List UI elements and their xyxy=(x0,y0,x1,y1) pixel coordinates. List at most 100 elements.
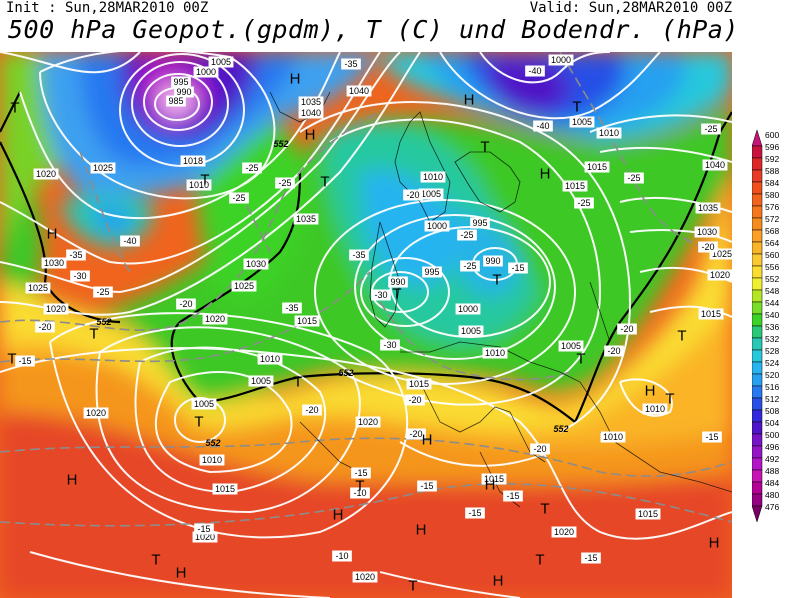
high-pressure-marker: H xyxy=(176,564,187,581)
low-pressure-marker: T xyxy=(89,325,98,342)
pressure-label: 1000 xyxy=(193,66,219,78)
svg-text:536: 536 xyxy=(765,322,779,332)
temperature-label: -25 xyxy=(574,197,594,209)
svg-text:T: T xyxy=(677,327,686,344)
pressure-label: 1035 xyxy=(695,202,721,214)
pressure-label: 995 xyxy=(470,217,490,229)
svg-text:-40: -40 xyxy=(536,121,549,131)
pressure-label: 1000 xyxy=(424,220,450,232)
pressure-label: 1015 xyxy=(212,483,238,495)
svg-text:H: H xyxy=(709,534,720,551)
svg-text:H: H xyxy=(67,471,78,488)
temperature-label: -35 xyxy=(341,58,361,70)
svg-text:-15: -15 xyxy=(511,263,524,273)
pressure-label: 1010 xyxy=(420,171,446,183)
temperature-label: -15 xyxy=(15,355,35,367)
svg-text:T: T xyxy=(540,500,549,517)
svg-text:480: 480 xyxy=(765,490,779,500)
svg-text:T: T xyxy=(576,350,585,367)
svg-text:1010: 1010 xyxy=(202,455,222,465)
svg-text:1005: 1005 xyxy=(461,326,481,336)
pressure-label: 1025 xyxy=(231,280,257,292)
svg-text:T: T xyxy=(89,325,98,342)
svg-text:-15: -15 xyxy=(197,524,210,534)
svg-text:-40: -40 xyxy=(123,236,136,246)
svg-text:568: 568 xyxy=(765,226,779,236)
svg-text:1035: 1035 xyxy=(296,214,316,224)
pressure-label: 995 xyxy=(171,76,191,88)
high-pressure-marker: H xyxy=(493,572,504,589)
pressure-label: 1000 xyxy=(548,54,574,66)
svg-text:1000: 1000 xyxy=(551,55,571,65)
pressure-label: 1000 xyxy=(455,303,481,315)
temperature-label: -20 xyxy=(35,321,55,333)
pressure-label: 1010 xyxy=(482,347,508,359)
svg-text:-20: -20 xyxy=(408,395,421,405)
svg-text:-25: -25 xyxy=(96,287,109,297)
svg-text:1030: 1030 xyxy=(246,259,266,269)
temperature-label: -25 xyxy=(701,123,721,135)
svg-text:-25: -25 xyxy=(463,261,476,271)
svg-text:T: T xyxy=(194,413,203,430)
pressure-label: 1005 xyxy=(208,56,234,68)
svg-text:-15: -15 xyxy=(705,432,718,442)
svg-text:564: 564 xyxy=(765,238,779,248)
svg-text:544: 544 xyxy=(765,298,779,308)
svg-text:T: T xyxy=(10,99,19,116)
high-pressure-marker: H xyxy=(290,70,301,87)
temperature-label: -40 xyxy=(533,120,553,132)
svg-text:1000: 1000 xyxy=(196,67,216,77)
pressure-label: 1020 xyxy=(83,407,109,419)
init-time: Init : Sun,28MAR2010 00Z xyxy=(6,0,209,16)
temperature-label: -25 xyxy=(93,286,113,298)
svg-text:600: 600 xyxy=(765,130,779,140)
svg-text:512: 512 xyxy=(765,394,779,404)
svg-text:1018: 1018 xyxy=(183,156,203,166)
svg-text:T: T xyxy=(7,350,16,367)
pressure-label: 995 xyxy=(422,266,442,278)
high-pressure-marker: H xyxy=(485,476,496,493)
temperature-label: -10 xyxy=(332,550,352,562)
temperature-label: -15 xyxy=(465,507,485,519)
svg-text:H: H xyxy=(416,521,427,538)
svg-text:1005: 1005 xyxy=(421,189,441,199)
pressure-label: 1030 xyxy=(694,226,720,238)
svg-text:-15: -15 xyxy=(354,468,367,478)
pressure-label: 1010 xyxy=(600,431,626,443)
temperature-label: -35 xyxy=(282,302,302,314)
temperature-label: -25 xyxy=(242,162,262,174)
svg-text:552: 552 xyxy=(273,139,288,149)
low-pressure-marker: T xyxy=(355,477,364,494)
svg-text:548: 548 xyxy=(765,286,779,296)
svg-text:588: 588 xyxy=(765,166,779,176)
svg-text:1020: 1020 xyxy=(205,314,225,324)
svg-text:T: T xyxy=(151,551,160,568)
svg-text:1020: 1020 xyxy=(554,527,574,537)
svg-text:-15: -15 xyxy=(420,481,433,491)
svg-text:556: 556 xyxy=(765,262,779,272)
svg-text:-35: -35 xyxy=(69,250,82,260)
pressure-label: 985 xyxy=(166,95,186,107)
high-pressure-marker: H xyxy=(645,382,656,399)
pressure-label: 1005 xyxy=(248,375,274,387)
svg-text:484: 484 xyxy=(765,478,779,488)
svg-text:T: T xyxy=(200,171,209,188)
svg-text:476: 476 xyxy=(765,502,779,512)
temperature-label: -30 xyxy=(380,339,400,351)
svg-text:1015: 1015 xyxy=(215,484,235,494)
pressure-label: 990 xyxy=(174,86,194,98)
pressure-label: 1010 xyxy=(257,353,283,365)
contour-label: 552 xyxy=(273,139,288,149)
low-pressure-marker: T xyxy=(293,373,302,390)
pressure-label: 1010 xyxy=(199,454,225,466)
svg-text:1005: 1005 xyxy=(561,341,581,351)
svg-text:-25: -25 xyxy=(232,193,245,203)
svg-text:1015: 1015 xyxy=(638,509,658,519)
temperature-label: -20 xyxy=(176,298,196,310)
svg-text:1005: 1005 xyxy=(211,57,231,67)
temperature-label: -20 xyxy=(405,394,425,406)
pressure-label: 1005 xyxy=(558,340,584,352)
pressure-label: 1015 xyxy=(481,473,507,485)
low-pressure-marker: T xyxy=(540,500,549,517)
